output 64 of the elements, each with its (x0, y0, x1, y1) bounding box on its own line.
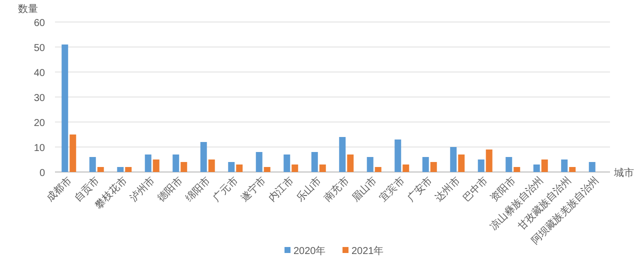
bar (180, 162, 188, 172)
y-tick-label: 10 (34, 143, 46, 154)
y-tick-label: 20 (34, 118, 46, 129)
x-tick-label: 广元市 (210, 174, 240, 204)
x-axis-title: 城市 (613, 167, 634, 179)
bar (394, 140, 402, 172)
bar (172, 154, 180, 172)
bar (311, 152, 318, 172)
y-axis-title: 数量 (18, 4, 38, 15)
bar (533, 164, 540, 172)
bar (402, 164, 410, 172)
bar (117, 167, 124, 172)
legend-label: 2021年 (352, 245, 384, 257)
x-tick-label: 达州市 (432, 174, 462, 204)
legend-label: 2020年 (294, 245, 326, 257)
bar (62, 44, 68, 172)
x-tick-label: 绵阳市 (183, 174, 213, 204)
bar (125, 167, 132, 172)
bar (144, 154, 152, 172)
bar (236, 164, 243, 172)
bar (486, 150, 492, 172)
x-tick-label: 巴中市 (460, 174, 490, 204)
bar (569, 167, 576, 172)
x-tick-label: 德阳市 (155, 174, 185, 204)
bar (339, 137, 346, 172)
x-tick-label: 南充市 (322, 174, 352, 204)
bar (319, 164, 326, 172)
bar (458, 154, 465, 172)
bar (228, 162, 235, 172)
bar (366, 157, 374, 172)
bar (561, 160, 568, 172)
bar (514, 167, 520, 172)
bar (208, 160, 215, 172)
bar (200, 142, 207, 172)
bar (506, 157, 512, 172)
bar (89, 157, 96, 172)
x-tick-label: 遂宁市 (238, 174, 268, 204)
bar (256, 152, 262, 172)
bar (374, 167, 382, 172)
x-tick-label: 内江市 (266, 174, 296, 204)
bar (284, 154, 290, 172)
bar (478, 160, 484, 172)
x-tick-label: 泸州市 (128, 174, 158, 204)
bar (264, 167, 270, 172)
y-tick-label: 0 (39, 168, 46, 179)
bar (70, 134, 76, 172)
x-tick-label: 广安市 (405, 174, 435, 204)
x-tick-label: 宜宾市 (377, 174, 407, 204)
bar (588, 162, 596, 172)
bar (347, 154, 354, 172)
bar (292, 164, 298, 172)
y-tick-label: 60 (34, 18, 46, 29)
x-tick-label: 眉山市 (350, 174, 380, 204)
bar (541, 160, 548, 172)
y-tick-label: 50 (34, 43, 46, 54)
x-tick-label: 乐山市 (294, 174, 324, 204)
bar (152, 160, 160, 172)
y-tick-label: 30 (34, 93, 46, 104)
bar (97, 167, 104, 172)
x-tick-label: 成都市 (44, 174, 74, 204)
bar (450, 147, 457, 172)
bar (422, 157, 429, 172)
bar (430, 162, 437, 172)
y-tick-label: 40 (34, 68, 46, 79)
